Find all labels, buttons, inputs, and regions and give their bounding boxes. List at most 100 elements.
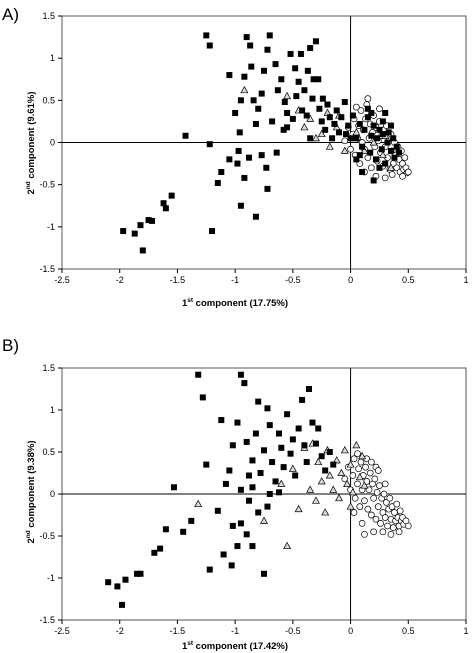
triangle-point	[311, 133, 320, 142]
triangle-point	[360, 481, 369, 489]
panel-a-y-axis-title: 2nd component (9.61%)	[25, 92, 37, 195]
panel-a-x-tick-label: 0	[348, 275, 353, 285]
square-point	[368, 109, 375, 116]
triangle-point	[340, 146, 349, 154]
square-point	[199, 394, 206, 401]
square-point	[378, 146, 385, 153]
triangle-point	[325, 471, 334, 479]
triangle-point	[317, 477, 326, 485]
square-point	[249, 484, 256, 491]
square-point	[361, 126, 368, 133]
circle-point	[367, 511, 375, 519]
triangle-point	[337, 468, 346, 476]
square-point	[255, 105, 262, 112]
panel-b-x-tick-label: -2	[116, 626, 124, 636]
square-point	[261, 67, 267, 74]
square-point	[385, 129, 392, 136]
circle-point	[401, 154, 409, 162]
circle-point	[404, 168, 412, 176]
panel-a: A) 1st component (17.75%) 2nd component …	[2, 5, 469, 309]
square-point	[245, 472, 252, 479]
square-point	[261, 447, 267, 454]
square-point	[364, 114, 371, 121]
circle-point	[361, 497, 368, 505]
square-point	[345, 122, 352, 129]
square-point	[263, 164, 270, 171]
circle-point	[357, 458, 365, 466]
triangle-point	[321, 508, 330, 516]
square-point	[188, 517, 195, 524]
circle-point	[376, 105, 383, 113]
square-point	[281, 99, 288, 106]
panel-a-x-tick-label: -1	[231, 275, 239, 285]
circle-point	[362, 463, 369, 471]
circle-point	[377, 520, 384, 527]
square-point	[326, 114, 333, 121]
circle-point	[393, 164, 401, 172]
square-point	[234, 419, 241, 426]
square-point	[120, 228, 127, 235]
panel-b-y-tick-label: 0	[50, 489, 55, 499]
triangle-point	[352, 440, 361, 449]
square-point	[247, 42, 254, 49]
triangle-point	[311, 496, 320, 504]
circle-point	[404, 522, 412, 530]
panel-b-y-tick-label: 0.5	[42, 447, 55, 457]
square-point	[249, 543, 256, 550]
triangle-point	[294, 504, 303, 513]
square-point	[315, 76, 322, 83]
square-point	[257, 470, 264, 476]
square-point	[293, 93, 300, 100]
square-point	[274, 87, 281, 94]
square-point	[297, 50, 304, 57]
square-point	[376, 164, 383, 171]
square-point	[151, 549, 158, 556]
circle-point	[349, 472, 357, 479]
square-point	[379, 118, 386, 125]
square-point	[226, 72, 233, 79]
triangle-point	[300, 122, 309, 131]
circle-point	[347, 145, 354, 153]
circle-point	[384, 522, 391, 530]
square-point	[307, 45, 314, 52]
panel-b-x-tick-label: 0.5	[402, 626, 415, 636]
square-point	[180, 528, 187, 535]
square-point	[264, 503, 271, 510]
panel-a-x-tick-label: -0.5	[285, 275, 301, 285]
circle-point	[381, 480, 389, 488]
triangle-point	[329, 485, 338, 493]
triangle-point	[348, 487, 357, 496]
square-point	[245, 497, 252, 504]
triangle-point	[360, 146, 369, 154]
circle-point	[357, 107, 365, 114]
square-point	[220, 551, 227, 558]
circle-point	[373, 488, 381, 496]
square-point	[379, 131, 386, 138]
square-point	[299, 396, 306, 403]
square-point	[272, 478, 279, 485]
square-point	[264, 46, 271, 53]
square-point	[356, 120, 363, 127]
square-point	[209, 228, 216, 235]
square-point	[237, 97, 244, 104]
panel-a-y-tick-label: -0.5	[39, 180, 55, 190]
square-point	[252, 430, 259, 437]
square-point	[295, 425, 302, 432]
square-point	[245, 154, 252, 161]
square-point	[387, 147, 394, 154]
panel-a-x-tick-label: -2.5	[54, 275, 70, 285]
square-point	[114, 583, 121, 590]
square-point	[122, 576, 129, 583]
square-point	[309, 419, 316, 426]
square-point	[353, 135, 360, 142]
square-point	[252, 120, 259, 127]
square-point	[206, 141, 213, 148]
panel-b-x-tick-label: 1	[463, 626, 468, 636]
triangle-point	[358, 451, 367, 460]
circle-point	[381, 514, 389, 521]
triangle-point	[325, 142, 334, 150]
triangle-point	[194, 499, 203, 508]
square-point	[306, 386, 313, 392]
square-point	[364, 105, 371, 112]
triangle-point	[355, 472, 364, 481]
